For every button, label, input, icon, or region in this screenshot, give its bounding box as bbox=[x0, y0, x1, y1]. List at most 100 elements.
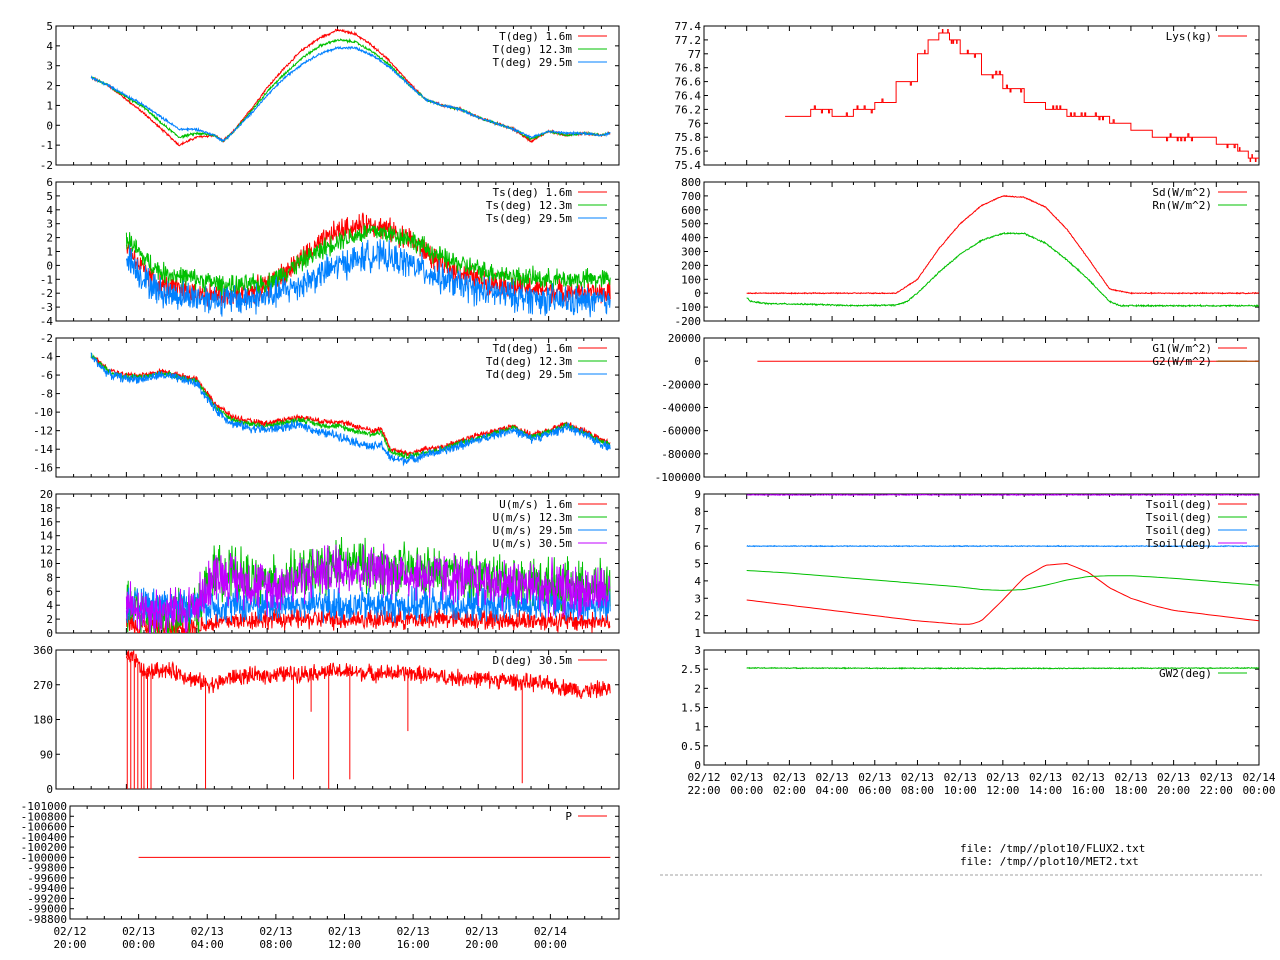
y-tick-label: 6 bbox=[46, 585, 53, 598]
y-tick-label: 6 bbox=[694, 540, 701, 553]
y-tick-label: -99200 bbox=[27, 892, 67, 905]
y-tick-label: 77 bbox=[688, 48, 701, 61]
series-line-blue bbox=[125, 584, 611, 625]
y-tick-label: 77.2 bbox=[675, 34, 702, 47]
chart-tsoil: 123456789Tsoil(deg)Tsoil(deg)Tsoil(deg)T… bbox=[694, 488, 1260, 640]
y-tick-label: 5 bbox=[46, 190, 53, 203]
legend-label: P bbox=[565, 810, 572, 823]
y-tick-label: -80000 bbox=[661, 448, 701, 461]
legend-label: Tsoil(deg) bbox=[1146, 498, 1212, 511]
series-line-red bbox=[785, 29, 1259, 162]
series-line-green bbox=[746, 231, 1259, 308]
x-tick-label: 02/13 bbox=[1200, 771, 1233, 784]
legend-label: Rn(W/m^2) bbox=[1152, 199, 1212, 212]
y-tick-label: 10 bbox=[40, 558, 53, 571]
x-tick-label: 02/13 bbox=[1072, 771, 1105, 784]
y-tick-label: 2 bbox=[46, 80, 53, 93]
x-tick-label: 02:00 bbox=[773, 784, 806, 797]
y-tick-label: -99000 bbox=[27, 903, 67, 916]
x-tick-label: 02/13 bbox=[858, 771, 891, 784]
series-line-red bbox=[746, 562, 1259, 625]
y-tick-label: 0 bbox=[694, 355, 701, 368]
legend-label: Lys(kg) bbox=[1166, 30, 1212, 43]
legend-label: Tsoil(deg) bbox=[1146, 537, 1212, 550]
y-tick-label: -14 bbox=[33, 443, 53, 456]
x-tick-label: 02/13 bbox=[816, 771, 849, 784]
y-tick-label: 5 bbox=[694, 558, 701, 571]
x-tick-label: 02/13 bbox=[191, 925, 224, 938]
y-tick-label: 2.5 bbox=[681, 663, 701, 676]
y-tick-label: -4 bbox=[40, 315, 54, 328]
x-tick-label: 08:00 bbox=[259, 938, 292, 951]
y-tick-label: 6 bbox=[46, 176, 53, 189]
y-tick-label: -20000 bbox=[661, 378, 701, 391]
chart-lys: 75.475.675.87676.276.476.676.87777.277.4… bbox=[675, 20, 1260, 172]
y-tick-label: 0 bbox=[46, 627, 53, 640]
y-tick-label: 12 bbox=[40, 544, 53, 557]
x-tick-label: 00:00 bbox=[1242, 784, 1275, 797]
series-line-purple bbox=[746, 494, 1259, 497]
x-tick-label: 22:00 bbox=[1200, 784, 1233, 797]
y-tick-label: 2 bbox=[46, 232, 53, 245]
y-tick-label: 76.6 bbox=[675, 76, 702, 89]
y-tick-label: -1 bbox=[40, 273, 53, 286]
series-line-red bbox=[125, 650, 611, 699]
y-tick-label: -8 bbox=[40, 388, 53, 401]
x-tick-label: 10:00 bbox=[944, 784, 977, 797]
y-tick-label: -1 bbox=[40, 139, 53, 152]
file-info-line: file: /tmp//plot10/FLUX2.txt bbox=[960, 842, 1146, 855]
series-line-green bbox=[125, 224, 611, 297]
y-tick-label: -10 bbox=[33, 406, 53, 419]
y-tick-label: -3 bbox=[40, 301, 53, 314]
y-tick-label: 700 bbox=[681, 190, 701, 203]
y-tick-label: 16 bbox=[40, 516, 53, 529]
x-tick-label: 02/13 bbox=[730, 771, 763, 784]
x-tick-label: 02/14 bbox=[1242, 771, 1275, 784]
series-line-red bbox=[125, 212, 611, 308]
x-tick-label: 08:00 bbox=[901, 784, 934, 797]
series-line-red bbox=[91, 28, 611, 147]
series-line-blue bbox=[746, 544, 1259, 548]
y-tick-label: 4 bbox=[46, 40, 53, 53]
x-tick-label: 02/12 bbox=[687, 771, 720, 784]
x-tick-label: 12:00 bbox=[986, 784, 1019, 797]
legend-label: Tsoil(deg) bbox=[1146, 524, 1212, 537]
y-tick-label: 76.8 bbox=[675, 62, 702, 75]
y-tick-label: 2 bbox=[694, 610, 701, 623]
y-tick-label: 4 bbox=[694, 575, 701, 588]
legend-label: Tsoil(deg) bbox=[1146, 511, 1212, 524]
y-tick-label: -100000 bbox=[21, 851, 67, 864]
legend-label: Ts(deg) 12.3m bbox=[486, 199, 572, 212]
y-tick-label: 500 bbox=[681, 218, 701, 231]
y-tick-label: -2 bbox=[40, 287, 53, 300]
legend-label: Ts(deg) 1.6m bbox=[493, 186, 573, 199]
y-tick-label: -99600 bbox=[27, 872, 67, 885]
x-tick-label: 02/13 bbox=[1114, 771, 1147, 784]
y-tick-label: -100800 bbox=[21, 810, 67, 823]
y-tick-label: -100400 bbox=[21, 831, 67, 844]
x-tick-label: 02/13 bbox=[986, 771, 1019, 784]
y-tick-label: 20000 bbox=[668, 332, 701, 345]
series-line-blue bbox=[90, 45, 611, 144]
y-tick-label: 4 bbox=[46, 204, 53, 217]
x-tick-label: 22:00 bbox=[687, 784, 720, 797]
legend-label: T(deg) 29.5m bbox=[493, 56, 573, 69]
y-tick-label: 75.4 bbox=[675, 159, 702, 172]
x-tick-label: 04:00 bbox=[816, 784, 849, 797]
chart-t: -2 -1 0 1 2 3 4 5 T(deg) 1.6mT(deg) 12.3mT(deg) … bbox=[40, 20, 620, 172]
y-tick-label: 77.4 bbox=[675, 20, 702, 33]
y-tick-label: 100 bbox=[681, 273, 701, 286]
legend-label: Td(deg) 12.3m bbox=[486, 355, 572, 368]
legend-label: U(m/s) 1.6m bbox=[499, 498, 572, 511]
x-tick-label: 02/13 bbox=[259, 925, 292, 938]
x-tick-label: 16:00 bbox=[1072, 784, 1105, 797]
x-tick-label: 02/13 bbox=[1157, 771, 1190, 784]
y-tick-label: -16 bbox=[33, 462, 53, 475]
legend-label: Td(deg) 1.6m bbox=[493, 342, 573, 355]
y-tick-label: 1 bbox=[46, 99, 53, 112]
x-tick-label: 14:00 bbox=[1029, 784, 1062, 797]
y-tick-label: -100600 bbox=[21, 821, 67, 834]
y-tick-label: 300 bbox=[681, 246, 701, 259]
